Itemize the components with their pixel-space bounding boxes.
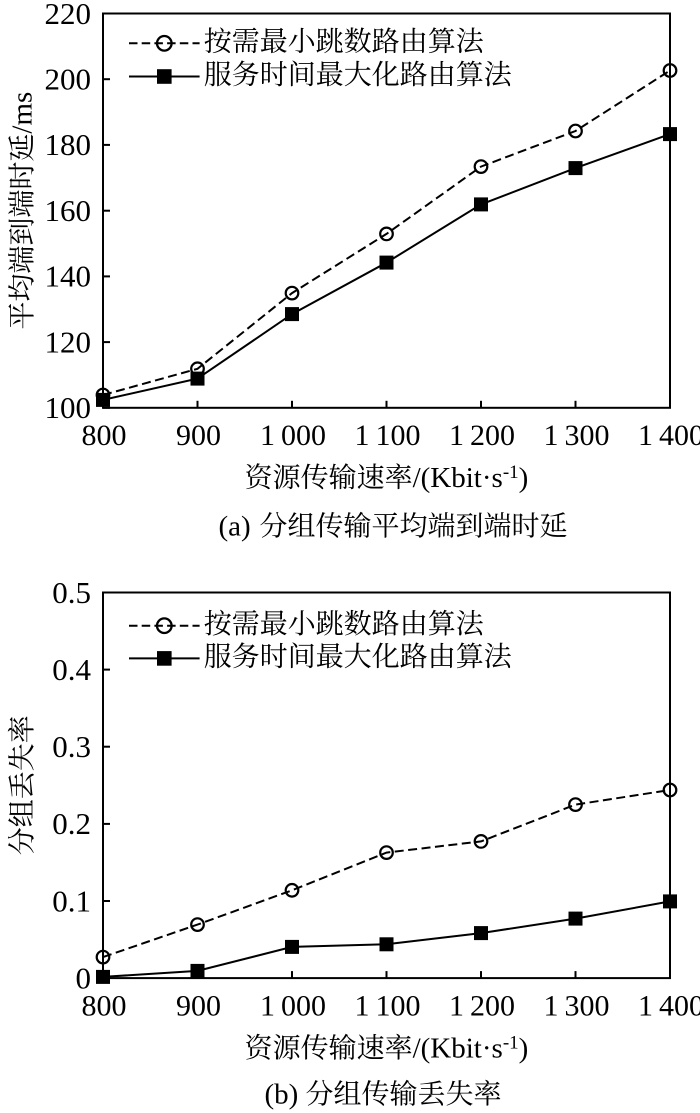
svg-text:/(Kbit·s-1): /(Kbit·s-1) <box>413 1033 529 1065</box>
svg-text:1 300: 1 300 <box>543 990 609 1023</box>
svg-text:140: 140 <box>45 259 92 294</box>
svg-text:1 100: 1 100 <box>354 990 420 1023</box>
svg-text:1 000: 1 000 <box>260 419 326 452</box>
svg-text:/(Kbit·s-1): /(Kbit·s-1) <box>413 462 529 494</box>
svg-text:200: 200 <box>45 62 92 97</box>
svg-text:0: 0 <box>76 960 92 995</box>
svg-text:100: 100 <box>45 390 92 425</box>
svg-text:220: 220 <box>45 0 92 31</box>
svg-text:0.3: 0.3 <box>52 729 91 764</box>
svg-text:1 200: 1 200 <box>449 990 515 1023</box>
svg-text:/ms: /ms <box>7 92 39 134</box>
svg-text:0.5: 0.5 <box>52 575 91 610</box>
svg-text:800: 800 <box>82 990 127 1023</box>
svg-text:(a): (a) <box>219 511 251 543</box>
svg-text:1 400: 1 400 <box>638 990 700 1023</box>
svg-text:0.4: 0.4 <box>52 652 91 687</box>
svg-text:1 100: 1 100 <box>354 419 420 452</box>
svg-text:900: 900 <box>176 419 221 452</box>
svg-text:160: 160 <box>45 193 92 228</box>
svg-text:1 200: 1 200 <box>449 419 515 452</box>
svg-text:0.2: 0.2 <box>52 806 91 841</box>
svg-text:0.1: 0.1 <box>52 883 91 918</box>
svg-text:1 400: 1 400 <box>638 419 700 452</box>
svg-text:(b): (b) <box>265 1079 299 1111</box>
svg-text:1 000: 1 000 <box>260 990 326 1023</box>
svg-text:180: 180 <box>45 127 92 162</box>
svg-text:900: 900 <box>176 990 221 1023</box>
svg-text:800: 800 <box>82 419 127 452</box>
svg-text:1 300: 1 300 <box>543 419 609 452</box>
svg-text:120: 120 <box>45 324 92 359</box>
